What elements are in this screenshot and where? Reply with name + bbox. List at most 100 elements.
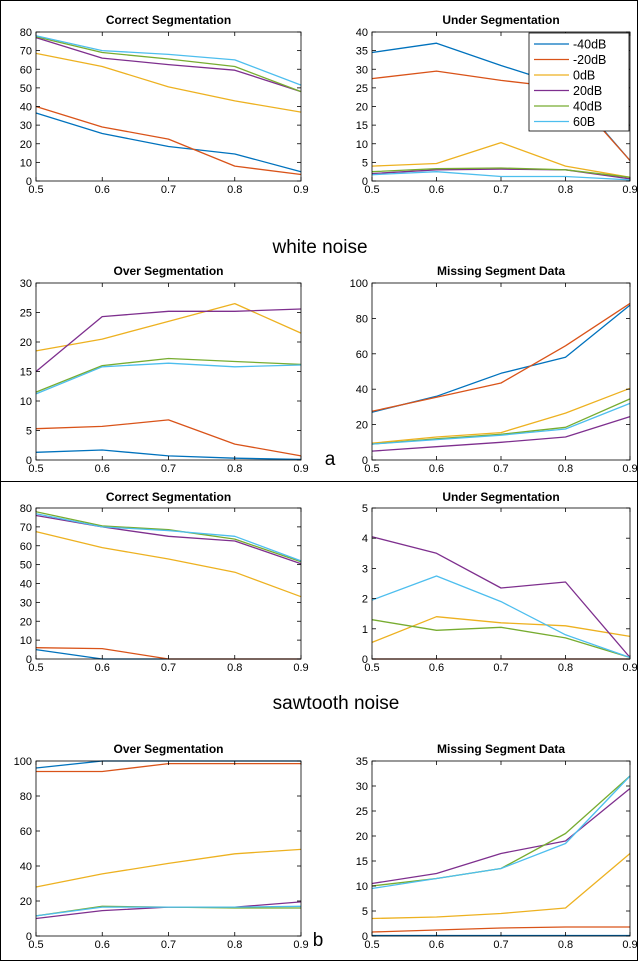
y-tick-label: 0 bbox=[26, 176, 32, 188]
series-line--40dB bbox=[371, 304, 631, 413]
legend-label-0dB: 0dB bbox=[573, 69, 595, 83]
x-tick-label: 0.6 bbox=[429, 939, 444, 951]
y-tick-label: 20 bbox=[20, 896, 32, 908]
series-line--20dB bbox=[35, 419, 302, 457]
y-tick-label: 20 bbox=[20, 616, 32, 628]
y-tick-label: 3 bbox=[362, 563, 368, 575]
x-tick-label: 0.9 bbox=[293, 939, 308, 951]
series-line-0dB bbox=[371, 141, 631, 178]
y-tick-label: 15 bbox=[356, 120, 368, 132]
series-line-20dB bbox=[35, 36, 302, 93]
noise-label-sawtooth: sawtooth noise bbox=[273, 693, 400, 714]
x-tick-label: 0.9 bbox=[293, 463, 308, 475]
series-line-20dB bbox=[371, 415, 631, 452]
chart-title: Missing Segment Data bbox=[437, 742, 565, 756]
chart-panel-7: Over Segmentation 0.5 0.6 0.7 0.8 0.9 0 20 40 60 8… bbox=[14, 742, 309, 951]
series-line-40dB bbox=[35, 511, 302, 563]
x-tick-label: 0.9 bbox=[622, 184, 637, 196]
series-line-60B bbox=[371, 775, 631, 890]
y-tick-label: 0 bbox=[26, 455, 32, 467]
x-tick-label: 0.8 bbox=[227, 662, 242, 674]
series-line-0dB bbox=[371, 853, 631, 920]
y-tick-label: 100 bbox=[350, 278, 368, 290]
series-line--40dB bbox=[35, 449, 302, 461]
series-line-0dB bbox=[35, 530, 302, 598]
chart-panel-4: Missing Segment Data 0.5 0.6 0.7 0.8 0.9 0 20 40… bbox=[350, 264, 638, 475]
y-tick-label: 50 bbox=[20, 560, 32, 572]
series-line-40dB bbox=[35, 36, 302, 93]
x-tick-label: 0.8 bbox=[227, 184, 242, 196]
x-tick-label: 0.8 bbox=[558, 939, 573, 951]
chart-title: Over Segmentation bbox=[113, 742, 223, 756]
series-line-60B bbox=[371, 171, 631, 181]
y-tick-label: 0 bbox=[26, 931, 32, 943]
y-tick-label: 1 bbox=[362, 624, 368, 636]
legend-label--20dB: -20dB bbox=[573, 53, 606, 67]
y-tick-label: 40 bbox=[356, 27, 368, 39]
y-tick-label: 25 bbox=[356, 806, 368, 818]
series-line--20dB bbox=[35, 105, 302, 176]
y-tick-label: 10 bbox=[356, 139, 368, 151]
plot-frame bbox=[371, 282, 631, 461]
y-tick-label: 35 bbox=[356, 756, 368, 768]
section-letter-a: a bbox=[325, 449, 336, 470]
x-tick-label: 0.7 bbox=[493, 184, 508, 196]
series-line-40dB bbox=[371, 398, 631, 445]
x-tick-label: 0.7 bbox=[161, 662, 176, 674]
y-tick-label: 30 bbox=[20, 597, 32, 609]
series-line-60B bbox=[35, 513, 302, 562]
plot-frame bbox=[371, 760, 631, 937]
chart-panel-6: Under Segmentation 0.5 0.6 0.7 0.8 0.9 0 1 2 3 4 5 bbox=[362, 490, 638, 674]
legend-box bbox=[528, 32, 630, 132]
x-tick-label: 0.8 bbox=[558, 184, 573, 196]
y-tick-label: 0 bbox=[362, 931, 368, 943]
y-tick-label: 20 bbox=[356, 420, 368, 432]
x-tick-label: 0.5 bbox=[28, 184, 43, 196]
x-tick-label: 0.6 bbox=[95, 463, 110, 475]
x-tick-label: 0.9 bbox=[622, 939, 637, 951]
y-tick-label: 60 bbox=[20, 541, 32, 553]
legend-label-40dB: 40dB bbox=[573, 100, 602, 114]
x-tick-label: 0.6 bbox=[95, 184, 110, 196]
chart-panel-2: Under Segmentation 0.5 0.6 0.7 0.8 0.9 0 5 10 15 2… bbox=[356, 13, 638, 196]
y-tick-label: 20 bbox=[20, 337, 32, 349]
x-tick-label: 0.8 bbox=[558, 662, 573, 674]
series-line-20dB bbox=[35, 514, 302, 565]
x-tick-label: 0.9 bbox=[622, 463, 637, 475]
series-line-60B bbox=[371, 575, 631, 659]
y-tick-label: 0 bbox=[362, 176, 368, 188]
y-tick-label: 70 bbox=[20, 522, 32, 534]
y-tick-label: 25 bbox=[356, 83, 368, 95]
y-tick-label: 40 bbox=[20, 861, 32, 873]
series-line-60B bbox=[35, 362, 302, 395]
x-tick-label: 0.6 bbox=[95, 939, 110, 951]
y-tick-label: 80 bbox=[20, 791, 32, 803]
y-tick-label: 15 bbox=[20, 367, 32, 379]
y-tick-label: 80 bbox=[356, 313, 368, 325]
y-tick-label: 80 bbox=[20, 503, 32, 515]
x-tick-label: 0.5 bbox=[28, 939, 43, 951]
y-tick-label: 10 bbox=[356, 881, 368, 893]
y-tick-label: 100 bbox=[14, 756, 32, 768]
x-tick-label: 0.8 bbox=[227, 463, 242, 475]
y-tick-label: 0 bbox=[26, 654, 32, 666]
chart-title: Over Segmentation bbox=[113, 264, 223, 278]
series-line--20dB bbox=[371, 926, 630, 933]
chart-panel-5: Correct Segmentation 0.5 0.6 0.7 0.8 0.9 0 10 20… bbox=[20, 490, 309, 674]
chart-title: Under Segmentation bbox=[442, 490, 559, 504]
section-frame-b bbox=[0, 481, 638, 961]
y-tick-label: 30 bbox=[356, 781, 368, 793]
y-tick-label: 40 bbox=[20, 579, 32, 591]
y-tick-label: 60 bbox=[20, 64, 32, 76]
x-tick-label: 0.5 bbox=[364, 463, 379, 475]
chart-title: Missing Segment Data bbox=[437, 264, 565, 278]
x-tick-label: 0.5 bbox=[28, 662, 43, 674]
series-line-0dB bbox=[371, 387, 631, 444]
y-tick-label: 0 bbox=[362, 455, 368, 467]
x-tick-label: 0.9 bbox=[622, 662, 637, 674]
y-tick-label: 20 bbox=[356, 831, 368, 843]
x-tick-label: 0.7 bbox=[161, 939, 176, 951]
chart-panel-8: Missing Segment Data 0.5 0.6 0.7 0.8 0.9 0 5 10 1… bbox=[356, 742, 638, 951]
y-tick-label: 70 bbox=[20, 46, 32, 58]
